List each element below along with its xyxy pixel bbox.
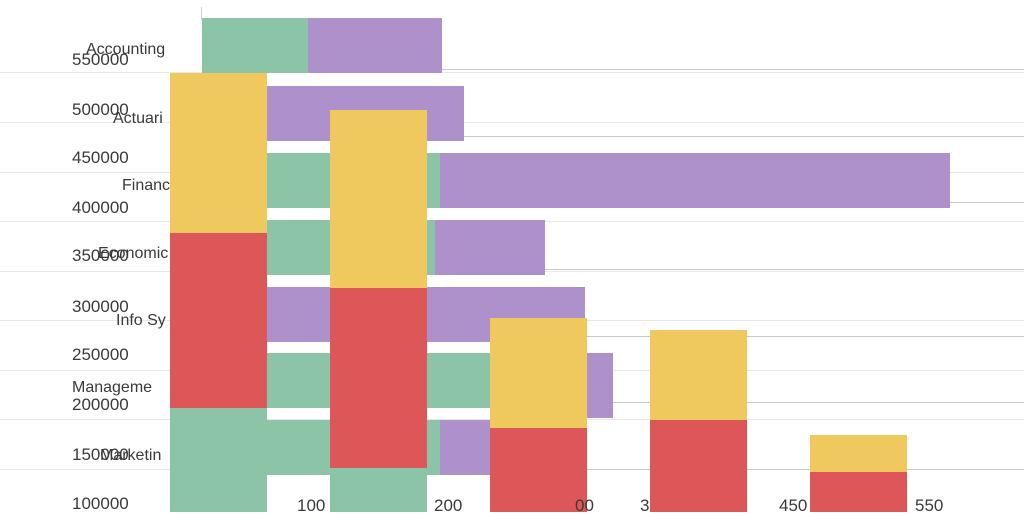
vbar-g1-red[interactable]: [170, 233, 267, 408]
vbar-g6-yellow[interactable]: [810, 435, 907, 472]
gridline-category-management: [202, 402, 1024, 403]
y-axis-spine: [201, 7, 202, 20]
hbar-economics-purple[interactable]: [435, 220, 545, 275]
gridline-category-economics: [202, 269, 1024, 270]
x-tick-100: 100: [297, 496, 326, 515]
vbar-g3-red[interactable]: [490, 428, 587, 512]
x-tick-350: 3: [640, 496, 650, 515]
hbar-accounting-purple[interactable]: [308, 18, 442, 73]
x-tick-550: 550: [915, 496, 944, 515]
y-tick-300000: 300000: [72, 297, 129, 316]
x-tick-200: 200: [434, 496, 463, 515]
y-tick-500000: 500000: [72, 100, 129, 119]
y-tick-400000: 400000: [72, 198, 129, 217]
vbar-g2-red[interactable]: [330, 288, 427, 468]
y-tick-100000: 100000: [72, 494, 129, 513]
vbar-g3-purple[interactable]: [490, 318, 587, 428]
y-tick-450000: 450000: [72, 148, 129, 167]
vbar-g1-yellow[interactable]: [170, 73, 267, 233]
category-label-economics: Economic: [98, 245, 169, 262]
category-label-infosystems: Info Sy: [116, 312, 166, 329]
category-label-actuarial: Actuari: [113, 110, 163, 127]
x-tick-450: 450: [779, 496, 808, 515]
gridline-category-accounting: [202, 69, 1024, 70]
gridline-category-infosystems: [202, 336, 1024, 337]
category-label-management: Manageme: [72, 379, 153, 396]
x-tick-300: 00: [575, 496, 594, 515]
hbar-finance-purple[interactable]: [440, 153, 950, 208]
gridline-category-marketing: [202, 469, 1024, 470]
vbar-g6-red[interactable]: [810, 472, 907, 512]
gridline-500000: [0, 122, 1024, 123]
vbar-g5-red[interactable]: [650, 420, 747, 512]
y-tick-350000: 350000: [72, 246, 129, 265]
y-tick-200000: 200000: [72, 395, 129, 414]
category-label-accounting: Accounting: [86, 41, 166, 58]
hbar-accounting-green[interactable]: [202, 18, 308, 73]
y-tick-550000: 550000: [72, 50, 129, 69]
gridline-category-actuarial: [202, 136, 1024, 137]
category-label-marketing: Marketin: [100, 447, 162, 464]
vbar-g5-yellow[interactable]: [650, 330, 747, 420]
y-tick-150000: 150000: [72, 445, 129, 464]
vbar-g2-green[interactable]: [330, 468, 427, 512]
gridline-550000: [0, 72, 1024, 73]
vbar-g1-green[interactable]: [170, 408, 267, 512]
category-label-finance: Financ: [122, 177, 171, 194]
vbar-g4-purple[interactable]: [587, 358, 613, 418]
y-tick-250000: 250000: [72, 345, 129, 364]
vbar-g2-yellow[interactable]: [330, 110, 427, 288]
